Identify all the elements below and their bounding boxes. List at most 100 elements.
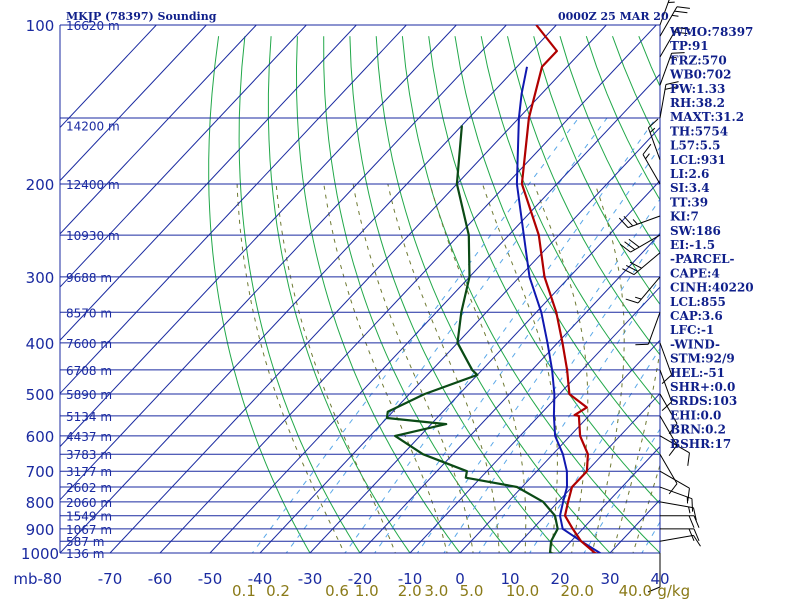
wind-barb-flag [674,10,688,14]
wind-barb-flag [665,81,679,85]
isotherm [60,25,557,553]
moist-adiabat [533,183,589,553]
wind-barb [642,143,661,185]
height-label: 2602 m [66,481,112,495]
wind-barb [659,415,678,456]
height-label: 3783 m [66,448,112,462]
stat-line: -PARCEL- [670,252,735,266]
stat-line: HEL:-51 [670,366,725,380]
wind-barb-staff [659,0,670,26]
mixing-ratio-label: 20.0 [560,582,593,600]
stats-panel: WMO:78397TP:91FRZ:570WB0:702PW:1.33RH:38… [669,25,754,451]
wind-barb [659,6,690,37]
wind-barb-flag [647,586,661,593]
chart-subtitle: 0000Z 25 MAR 20 [558,10,669,23]
isotherm [60,25,257,235]
dry-adiabat [375,36,611,553]
stat-line: EHI:0.0 [670,408,721,422]
dry-adiabat [267,36,411,553]
height-label: 14200 m [66,119,120,133]
wind-barb-flag [674,31,688,35]
mixing-ratio-label: 2.0 [398,582,422,600]
pressure-tick-label: 400 [26,335,55,353]
stat-line: BSHR:17 [670,437,731,451]
wind-barb-staff [637,276,661,304]
height-label: 4437 m [66,430,112,444]
moist-adiabat [429,183,527,553]
wind-barb-flag [624,241,636,251]
wind-barb-flag [668,483,678,495]
wind-barb-flag [635,343,649,346]
wind-barb-flag [625,298,639,304]
height-label: 5134 m [66,410,112,424]
wind-barb-flag [676,6,690,9]
pressure-tick-label: 600 [26,428,55,446]
moist-adiabat [482,183,558,553]
height-label: 6708 m [66,364,112,378]
wind-barb-flag [619,243,631,253]
isotherm [259,126,660,553]
temperature-tick-label: 0 [455,570,465,588]
stat-line: SHR+:0.0 [670,380,735,394]
temperature-tick-label: -40 [248,570,273,588]
pressure-tick-label: 1000 [21,545,59,563]
wind-barb [635,312,661,346]
isotherm [60,25,357,341]
stat-line: MAXT:31.2 [670,110,744,124]
wind-barb-half-flag [645,153,650,160]
isotherm [60,25,207,182]
wind-barb-flag [642,143,652,155]
moist-adiabat [387,183,500,553]
wind-barb-flag [623,216,634,227]
mixing-ratio-label: 5.0 [460,582,484,600]
moist-adiabat [236,183,345,553]
stat-line: TT:39 [670,195,708,209]
wind-barb-flag [629,261,642,269]
wind-barb [659,369,673,412]
wind-barb [659,435,690,466]
wind-barb [647,118,661,160]
mixing-ratio-line [251,117,579,553]
dry-adiabat [480,36,660,406]
height-label: 10930 m [66,229,120,243]
height-label: 12400 m [66,178,120,192]
wind-barb [659,52,685,86]
wind-barb [659,81,679,119]
wind-barb-half-flag [632,219,638,225]
wind-barb-flag [618,217,629,228]
wind-barb-flag [692,507,697,521]
wind-barb [618,215,661,229]
dewpoint-line [385,125,559,553]
mixing-ratio-label: 40.0 [619,582,652,600]
isotherm [60,25,157,129]
stat-line: CAP:3.6 [670,309,723,323]
height-label: 3177 m [66,465,112,479]
temperature-tick-label: -70 [98,570,123,588]
isotherm [509,392,660,553]
wind-barb-flag [668,423,678,435]
wind-barb-staff [659,501,694,509]
wind-barb-staff [659,534,694,542]
height-label: 587 m [66,535,104,549]
wind-barb-staff [642,154,661,185]
stat-line: KI:7 [670,210,699,224]
wind-barb-staff [659,486,693,500]
dry-adiabat [744,36,800,564]
wind-barb [659,453,678,495]
temperature-tick-label: -30 [298,570,323,588]
isotherm [60,25,457,448]
dry-adiabat [559,36,660,254]
chart-curves [385,25,602,553]
wind-barb [659,534,701,547]
wind-barb-flag [661,374,672,385]
mixing-ratio-label: 1.0 [355,582,379,600]
wind-barb-flag [687,488,690,502]
temperature-tick-label: 10 [500,570,519,588]
wind-barb-staff [659,27,678,58]
isotherm [60,25,307,288]
stat-line: WMO:78397 [669,25,753,39]
wind-barb [659,342,673,385]
mixing-ratio-label: 3.0 [424,582,448,600]
